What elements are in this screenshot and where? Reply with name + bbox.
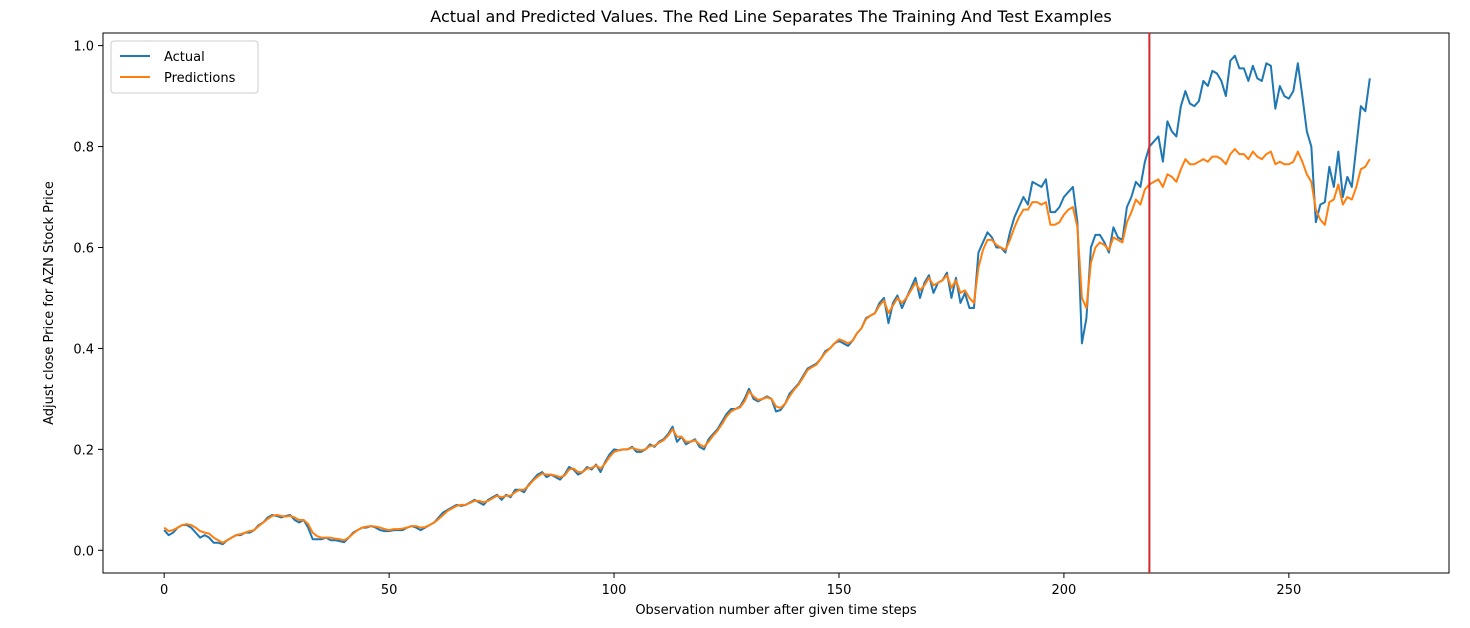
- legend-box: [110, 40, 259, 94]
- legend-label-actual: Actual: [164, 50, 205, 65]
- y-axis: 0.0 0.2 0.4 0.6 0.8 1.0: [73, 40, 103, 559]
- chart-title: Actual and Predicted Values. The Red Lin…: [430, 7, 1111, 26]
- y-tick-label: 0.4: [73, 342, 94, 357]
- x-axis: 0 50 100 150 200 250: [160, 573, 1301, 598]
- x-tick-label: 100: [602, 583, 627, 598]
- legend-label-predictions: Predictions: [164, 71, 236, 86]
- plot-area: [102, 32, 1450, 574]
- y-axis-label: Adjust close Price for AZN Stock Price: [42, 181, 57, 425]
- x-tick-label: 0: [160, 583, 168, 598]
- x-tick-label: 250: [1276, 583, 1301, 598]
- y-tick-label: 0.2: [73, 443, 94, 458]
- y-tick-label: 1.0: [73, 40, 94, 55]
- legend: Actual Predictions: [110, 40, 259, 94]
- x-tick-label: 150: [827, 583, 852, 598]
- x-tick-label: 200: [1052, 583, 1077, 598]
- series-line-predictions: [163, 148, 1371, 544]
- y-tick-label: 0.0: [73, 544, 94, 559]
- y-tick-label: 0.8: [73, 141, 94, 156]
- y-tick-label: 0.6: [73, 241, 94, 256]
- x-tick-label: 50: [381, 583, 398, 598]
- plot-frame: [102, 32, 1450, 574]
- x-axis-label: Observation number after given time step…: [635, 603, 917, 618]
- series-layer: [163, 54, 1371, 546]
